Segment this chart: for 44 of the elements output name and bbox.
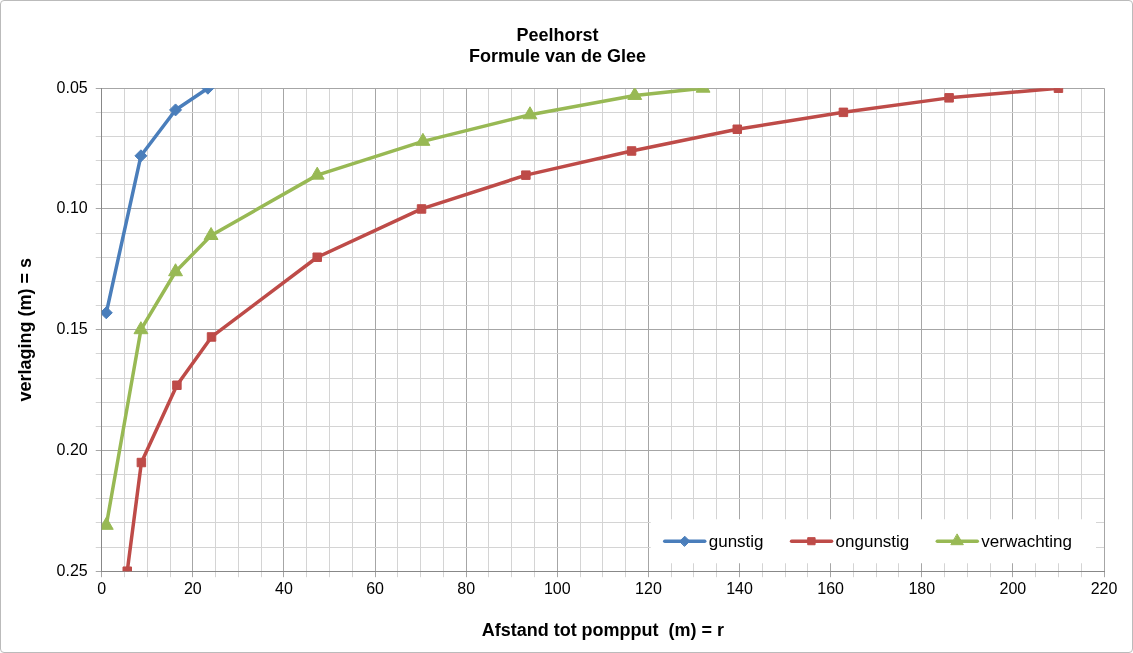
- x-tick-label: 200: [999, 580, 1027, 598]
- x-tick-label: 80: [457, 580, 476, 598]
- y-axis-title: verlaging (m) = s: [14, 257, 35, 402]
- point: [136, 457, 147, 468]
- point: [309, 166, 325, 180]
- text: Peelhorst: [516, 24, 599, 45]
- x-tick-label: 140: [726, 580, 753, 598]
- point: [522, 106, 538, 120]
- point: [416, 204, 427, 214]
- point: [169, 103, 183, 117]
- x-tick-label: 180: [908, 580, 936, 598]
- x-tick-label: 40: [275, 580, 293, 598]
- point: [101, 306, 113, 320]
- point: [172, 380, 182, 390]
- y-tick-label: 0.10: [56, 199, 88, 217]
- y-tick-label: 0.25: [56, 561, 88, 579]
- x-tick-label: 0: [97, 580, 107, 598]
- legend-label: gunstig: [708, 531, 764, 551]
- text: Formule van de Glee: [468, 46, 647, 67]
- point: [944, 93, 954, 103]
- point: [838, 107, 849, 118]
- point: [626, 146, 637, 156]
- point: [168, 263, 183, 277]
- y-tick-label: 0.15: [56, 320, 88, 338]
- point: [133, 321, 149, 335]
- point: [521, 170, 531, 180]
- point: [312, 252, 322, 262]
- y-tick-label: 0.05: [56, 78, 88, 96]
- x-axis-title: Afstand tot pompput (m) = r: [481, 620, 725, 641]
- x-tick-label: 60: [366, 580, 385, 598]
- y-tick-label: 0.20: [56, 440, 88, 458]
- x-tick-label: 160: [817, 580, 845, 598]
- point: [203, 227, 219, 241]
- legend-label: verwachting: [981, 531, 1073, 551]
- point: [134, 149, 148, 163]
- x-tick-label: 120: [635, 580, 662, 598]
- x-tick-label: 100: [543, 580, 571, 598]
- x-tick-label: 20: [183, 580, 202, 598]
- legend-label: ongunstig: [835, 531, 910, 551]
- point: [206, 332, 217, 342]
- point: [627, 88, 643, 100]
- point: [732, 124, 743, 134]
- x-tick-label: 220: [1090, 580, 1118, 598]
- point: [415, 132, 431, 146]
